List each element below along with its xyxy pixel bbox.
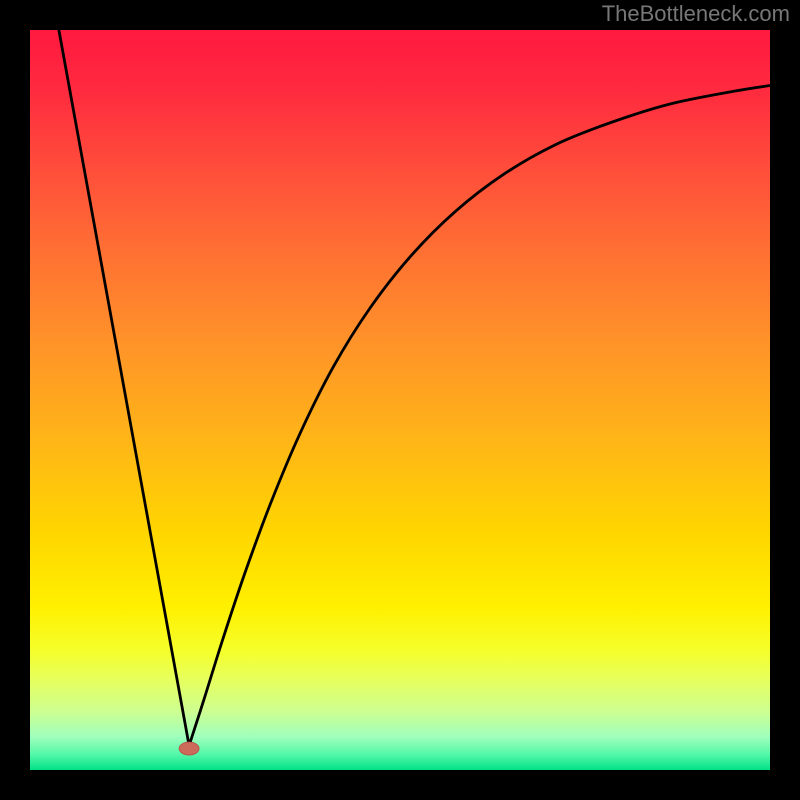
chart-frame: TheBottleneck.com xyxy=(0,0,800,800)
plot-area xyxy=(30,30,770,770)
gradient-background xyxy=(30,30,770,770)
watermark-text: TheBottleneck.com xyxy=(602,1,790,27)
